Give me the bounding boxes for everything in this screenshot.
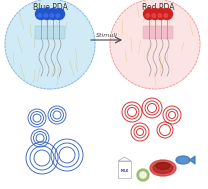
Circle shape	[156, 121, 175, 139]
Circle shape	[30, 128, 51, 149]
Circle shape	[152, 14, 156, 17]
Circle shape	[36, 9, 47, 19]
Circle shape	[47, 105, 68, 125]
Circle shape	[130, 122, 151, 143]
Circle shape	[56, 14, 60, 17]
Circle shape	[110, 0, 200, 89]
Circle shape	[47, 9, 58, 19]
Circle shape	[38, 14, 42, 17]
FancyBboxPatch shape	[143, 26, 173, 39]
Circle shape	[120, 101, 144, 123]
Text: Blue PDA: Blue PDA	[33, 3, 67, 12]
Circle shape	[161, 105, 182, 125]
Text: Red PDA: Red PDA	[142, 3, 174, 12]
Circle shape	[161, 9, 172, 19]
Circle shape	[146, 14, 150, 17]
Circle shape	[164, 14, 168, 17]
Circle shape	[26, 108, 47, 129]
Ellipse shape	[180, 157, 184, 160]
FancyBboxPatch shape	[35, 26, 65, 39]
Circle shape	[42, 9, 52, 19]
Circle shape	[53, 9, 64, 19]
Text: Stimuli: Stimuli	[96, 33, 118, 38]
Circle shape	[137, 169, 149, 181]
Circle shape	[50, 14, 54, 17]
Ellipse shape	[156, 163, 170, 170]
FancyBboxPatch shape	[118, 161, 131, 178]
Ellipse shape	[153, 163, 173, 174]
Circle shape	[144, 9, 155, 19]
Polygon shape	[190, 156, 195, 164]
Ellipse shape	[150, 160, 176, 176]
Circle shape	[150, 9, 161, 19]
Circle shape	[5, 0, 95, 89]
Circle shape	[50, 138, 84, 173]
Text: MILK: MILK	[120, 169, 129, 173]
Ellipse shape	[176, 156, 190, 164]
Circle shape	[140, 172, 146, 178]
Polygon shape	[118, 157, 131, 161]
Circle shape	[156, 9, 166, 19]
Circle shape	[158, 14, 162, 17]
Circle shape	[140, 97, 163, 119]
Circle shape	[44, 14, 48, 17]
Circle shape	[25, 140, 59, 176]
